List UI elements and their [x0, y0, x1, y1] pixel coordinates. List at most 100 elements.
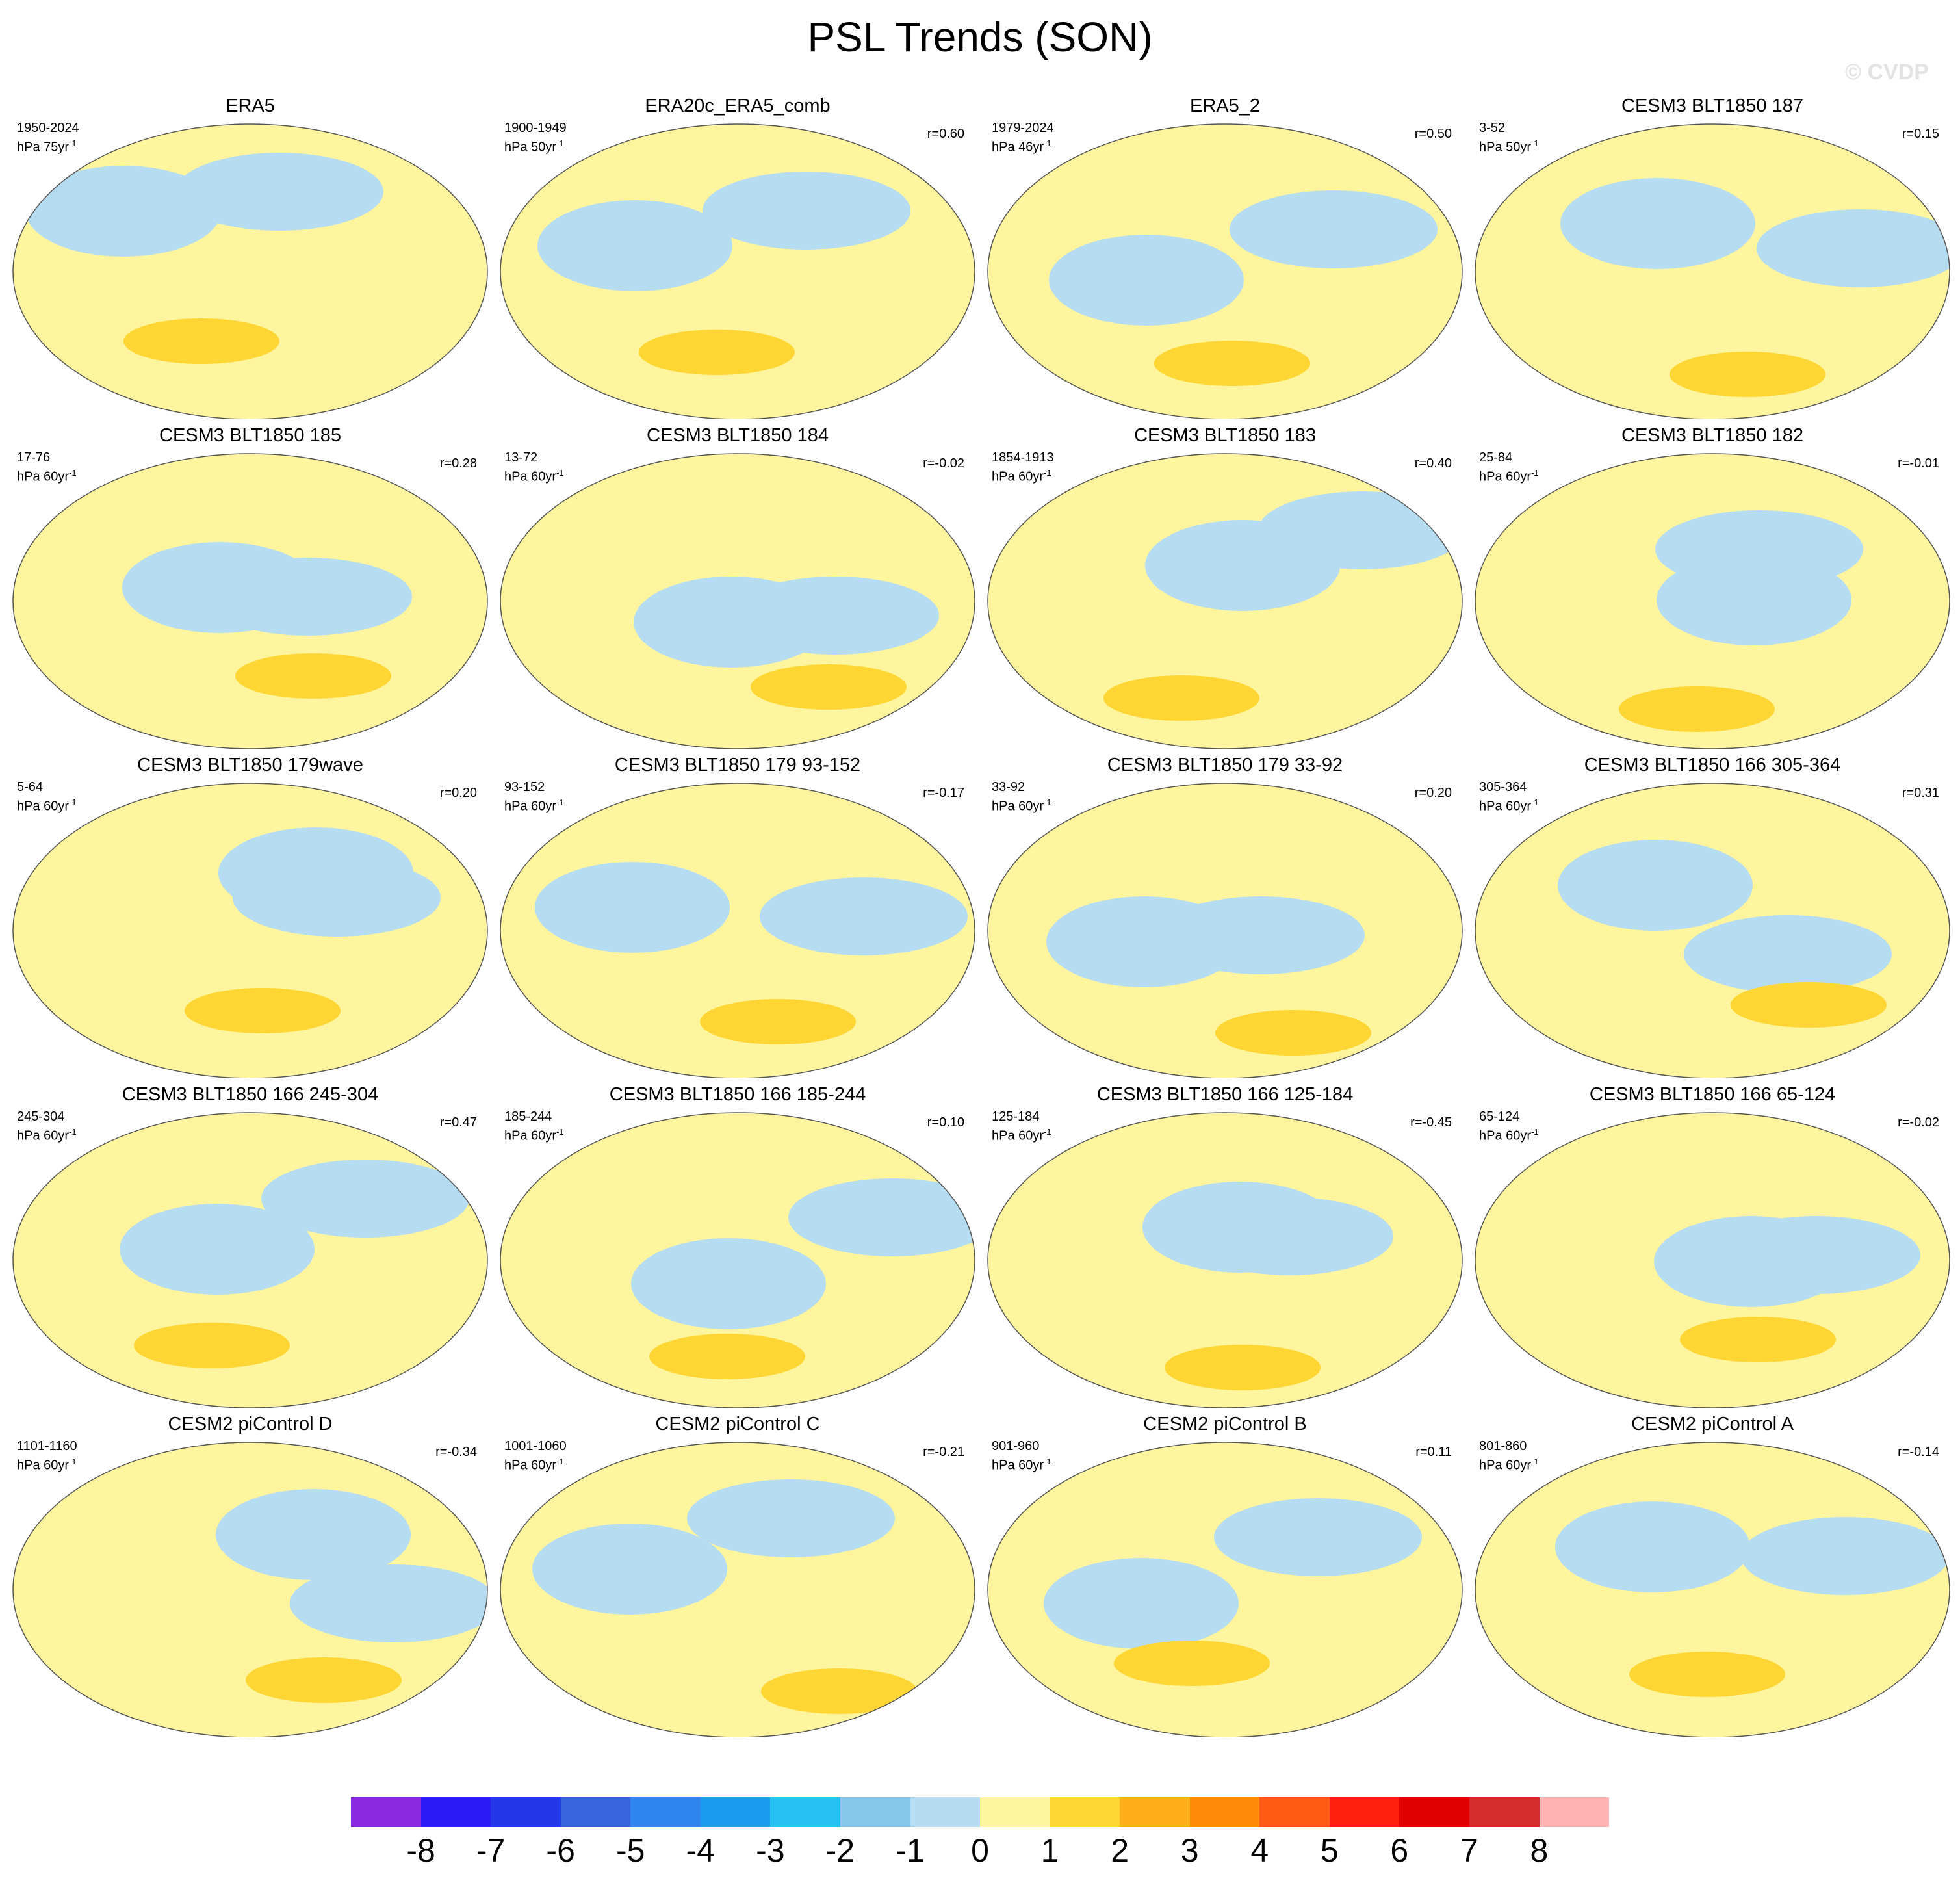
panel-units: hPa 60yr-1 — [992, 1454, 1051, 1473]
map-projection — [12, 453, 488, 749]
map-outline — [500, 453, 975, 749]
panel-period: 33-92 — [992, 780, 1025, 794]
panel-period: 801-860 — [1479, 1439, 1527, 1453]
panel-units-exponent: -1 — [1044, 138, 1051, 148]
panel-period: 65-124 — [1479, 1109, 1520, 1124]
panel-units: hPa 60yr-1 — [1479, 1454, 1539, 1473]
colorbar-tick-label: -8 — [406, 1832, 435, 1869]
map-projection — [12, 1442, 488, 1737]
map-panel: CESM2 piControl A 801-860 hPa 60yr-1 r=-0.1… — [1469, 1412, 1956, 1737]
panel-title: CESM3 BLT1850 166 305-364 — [1584, 755, 1841, 775]
map-panel: CESM3 BLT1850 166 185-244 185-244 hPa 60yr… — [494, 1083, 981, 1408]
colorbar-swatch — [1539, 1797, 1610, 1827]
panel-title: CESM3 BLT1850 166 125-184 — [1096, 1084, 1354, 1105]
panel-title: ERA5 — [226, 96, 275, 116]
panel-title: CESM3 BLT1850 184 — [647, 425, 829, 446]
panel-title: CESM3 BLT1850 183 — [1134, 425, 1316, 446]
panel-title: CESM3 BLT1850 182 — [1621, 425, 1803, 446]
map-projection — [1475, 453, 1950, 749]
map-outline — [500, 1112, 975, 1408]
map-outline — [987, 453, 1463, 749]
map-panel: CESM3 BLT1850 183 1854-1913 hPa 60yr-1 r=0.… — [981, 424, 1469, 749]
panel-units: hPa 75yr-1 — [17, 136, 77, 155]
panel-units-base: hPa 50yr — [504, 140, 557, 155]
map-panel: CESM3 BLT1850 184 13-72 hPa 60yr-1 r=-0.02 — [494, 424, 981, 749]
panel-title: CESM3 BLT1850 179 33-92 — [1107, 755, 1343, 775]
panel-units-exponent: -1 — [1044, 468, 1051, 478]
map-field-negative — [1157, 896, 1365, 974]
colorbar-tick-label: -7 — [476, 1832, 506, 1869]
panel-units-exponent: -1 — [69, 468, 77, 478]
map-field-negative — [731, 577, 939, 655]
panel-period: 245-304 — [17, 1109, 65, 1124]
panel-units: hPa 60yr-1 — [1479, 465, 1539, 485]
colorbar-swatch — [1050, 1797, 1120, 1827]
map-projection — [500, 453, 975, 749]
map-projection — [987, 123, 1463, 419]
map-field-negative — [703, 172, 910, 250]
panel-units: hPa 50yr-1 — [1479, 136, 1539, 155]
panel-period: 305-364 — [1479, 780, 1527, 794]
map-panel: CESM3 BLT1850 187 3-52 hPa 50yr-1 r=0.15 — [1469, 94, 1956, 419]
colorbar — [351, 1797, 1610, 1827]
map-field-negative — [204, 558, 412, 636]
map-field-negative — [535, 862, 730, 953]
colorbar-swatch — [840, 1797, 910, 1827]
map-field-negative — [1044, 1558, 1239, 1649]
panel-correlation: r=-0.21 — [923, 1445, 964, 1459]
map-panel: CESM2 piControl D 1101-1160 hPa 60yr-1 r=-0… — [6, 1412, 494, 1737]
map-projection — [12, 123, 488, 419]
map-field-high — [123, 318, 279, 364]
map-outline — [987, 783, 1463, 1078]
panel-units-exponent: -1 — [1531, 138, 1539, 148]
map-field-negative — [1185, 1197, 1393, 1275]
map-field-negative — [1712, 1216, 1920, 1294]
map-outline — [12, 1442, 488, 1737]
colorbar-swatch — [1469, 1797, 1540, 1827]
map-field-high — [1670, 352, 1825, 397]
map-field-high — [134, 1323, 290, 1368]
map-field-high — [1619, 686, 1775, 732]
map-projection — [500, 783, 975, 1078]
panel-units-base: hPa 60yr — [992, 799, 1044, 814]
map-field-negative — [537, 200, 732, 291]
colorbar-tick-label: -2 — [825, 1832, 855, 1869]
map-projection — [12, 783, 488, 1078]
map-field-negative — [233, 859, 441, 937]
map-field-high — [639, 330, 795, 375]
colorbar-tick-label: -3 — [756, 1832, 785, 1869]
panel-period: 901-960 — [992, 1439, 1040, 1453]
map-field-negative — [687, 1479, 895, 1557]
map-panel: CESM3 BLT1850 166 245-304 245-304 hPa 60yr… — [6, 1083, 494, 1408]
map-field-negative — [120, 1204, 315, 1295]
map-outline — [500, 783, 975, 1078]
panel-units-base: hPa 60yr — [1479, 1458, 1532, 1473]
map-field-negative — [26, 166, 221, 257]
panel-units-exponent: -1 — [556, 1457, 564, 1466]
panel-units-base: hPa 60yr — [504, 1128, 557, 1143]
panel-title: CESM3 BLT1850 187 — [1621, 96, 1803, 116]
panel-units-base: hPa 60yr — [992, 1458, 1044, 1473]
panel-correlation: r=0.28 — [439, 456, 477, 471]
figure-title: PSL Trends (SON) — [807, 14, 1153, 60]
map-field-negative — [1757, 209, 1950, 287]
panel-period: 125-184 — [992, 1109, 1040, 1124]
panel-units: hPa 60yr-1 — [17, 795, 77, 814]
map-projection — [1475, 123, 1950, 419]
map-field-negative — [532, 1524, 727, 1615]
map-projection — [12, 1112, 488, 1408]
map-field-high — [1731, 982, 1887, 1028]
map-outline — [12, 783, 488, 1078]
map-panel: ERA20c_ERA5_comb 1900-1949 hPa 50yr-1 r=0.6… — [494, 94, 981, 419]
colorbar-swatch — [630, 1797, 701, 1827]
map-outline — [500, 123, 975, 419]
panel-title: CESM3 BLT1850 166 245-304 — [122, 1084, 379, 1105]
panel-units-exponent: -1 — [1531, 468, 1539, 478]
panel-title: ERA5_2 — [1189, 96, 1260, 116]
colorbar-tick-label: 6 — [1390, 1832, 1409, 1869]
panel-correlation: r=-0.14 — [1898, 1445, 1939, 1459]
panel-correlation: r=0.31 — [1902, 786, 1939, 800]
map-projection — [1475, 1112, 1950, 1408]
panel-units-exponent: -1 — [556, 1127, 564, 1137]
panel-title: CESM2 piControl A — [1631, 1414, 1794, 1434]
